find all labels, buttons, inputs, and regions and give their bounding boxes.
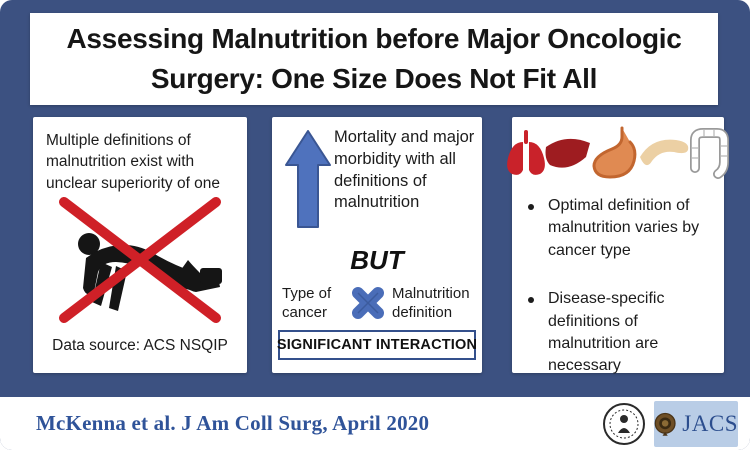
- bullet-disease-specific: Disease-specific definitions of malnutri…: [522, 288, 716, 378]
- interaction-factors: Type of cancer Malnutrition definition: [282, 275, 476, 331]
- liver-icon: [545, 138, 590, 168]
- colon-icon: [690, 128, 729, 179]
- college-seal-icon: [603, 402, 645, 445]
- title-line-1: Assessing Malnutrition before Major Onco…: [66, 23, 682, 55]
- crawling-person-icon: [59, 197, 222, 323]
- panel-cancer-types: Optimal definition of malnutrition varie…: [507, 117, 729, 374]
- but-label: BUT: [350, 245, 404, 275]
- bullet-optimal-definition: Optimal definition of malnutrition varie…: [522, 195, 716, 262]
- organ-icons-row: [507, 125, 729, 181]
- multiply-cross-icon: [352, 287, 384, 319]
- jacs-label: JACS: [682, 410, 738, 436]
- panel-interaction: Mortality and major morbidity with all d…: [272, 117, 482, 373]
- factor-malnutrition-definition: Malnutrition definition: [392, 284, 470, 322]
- jacs-seal-icon: [654, 412, 676, 436]
- data-source-caption: Data source: ACS NSQIP: [52, 337, 228, 354]
- significant-interaction-box: SIGNIFICANT INTERACTION: [277, 330, 477, 360]
- jacs-logo: JACS: [654, 400, 738, 447]
- lungs-icon: [507, 130, 545, 175]
- crossed-out-person-figure: [42, 192, 238, 328]
- stomach-icon: [592, 126, 637, 179]
- mortality-text: Mortality and major morbidity with all d…: [334, 128, 475, 212]
- title-banner: Assessing Malnutrition before Major Onco…: [30, 13, 718, 105]
- panel-definitions: Multiple definitions of malnutrition exi…: [33, 117, 247, 373]
- citation-text: McKenna et al. J Am Coll Surg, April 202…: [36, 411, 430, 435]
- cancer-type-bullets: Optimal definition of malnutrition varie…: [522, 195, 716, 404]
- up-arrow-icon: [284, 129, 332, 234]
- pancreas-icon: [640, 139, 689, 166]
- definitions-text: Multiple definitions of malnutrition exi…: [46, 132, 221, 192]
- factor-cancer-type: Type of cancer: [282, 284, 332, 322]
- red-x-overlay: [59, 197, 221, 323]
- footer-strip: McKenna et al. J Am Coll Surg, April 202…: [0, 397, 750, 450]
- footer-logos: JACS: [602, 397, 738, 450]
- title-line-2: Surgery: One Size Does Not Fit All: [150, 63, 598, 94]
